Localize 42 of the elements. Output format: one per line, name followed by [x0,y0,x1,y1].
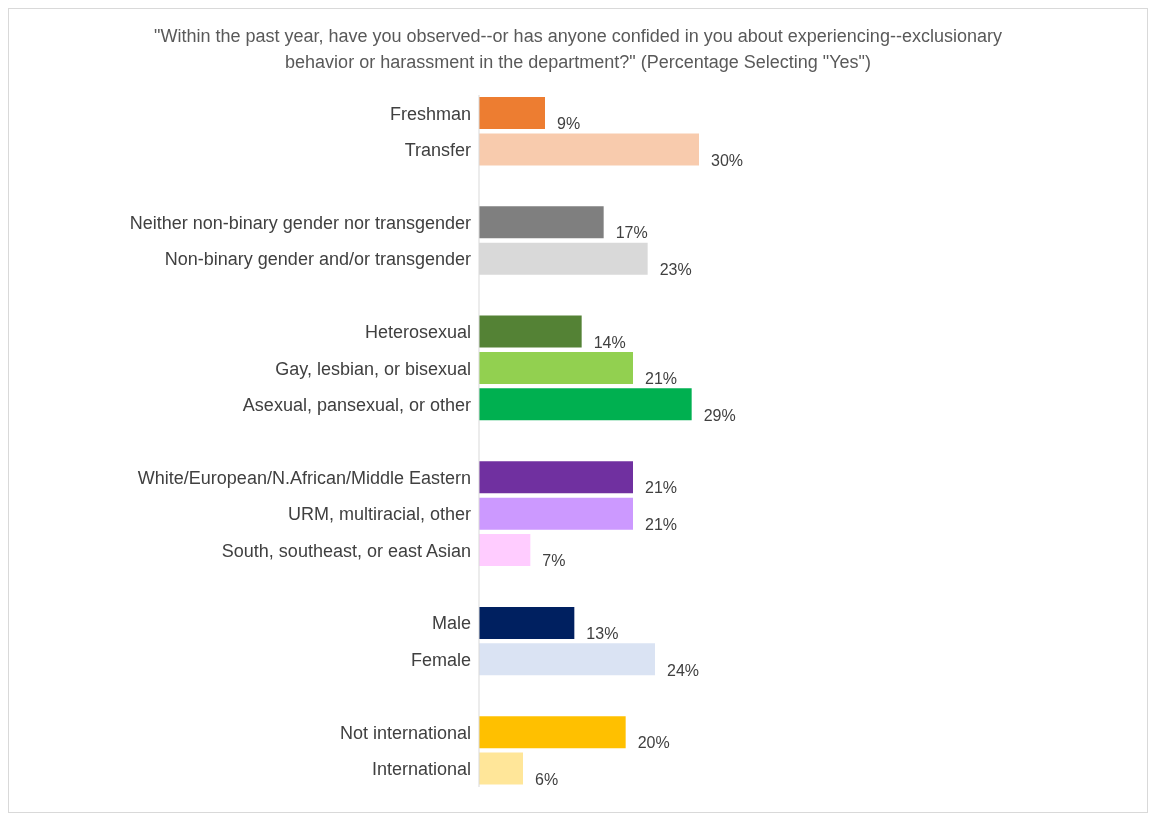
bar [479,133,699,166]
data-label: 21% [645,479,678,497]
bar [479,534,531,567]
bar [479,97,545,129]
y-tick-label: URM, multiracial, other [287,504,471,525]
bar [479,606,575,639]
data-label: 21% [645,370,678,388]
y-tick-label: Gay, lesbian, or bisexual [275,358,471,379]
bar [479,497,633,530]
bar [479,315,582,348]
y-tick-label: Female [410,649,471,670]
y-tick-label: Transfer [404,140,471,161]
bar [479,716,626,749]
bar [479,752,523,785]
bar [479,388,692,421]
y-tick-label: South, southeast, or east Asian [221,540,471,561]
y-tick-label: Male [431,613,471,634]
bar [479,206,604,239]
bar [479,351,633,384]
y-tick-label: Heterosexual [364,322,471,343]
bar [479,643,655,676]
data-label: 17% [615,224,648,242]
y-tick-label: Freshman [389,103,471,124]
data-label: 29% [703,406,736,424]
data-label: 14% [593,333,626,351]
data-label: 9% [557,115,581,133]
chart-title: "Within the past year, have you observed--or has anyone confided in you about experiencing--exclusionary behavior or harassment in the department?" (Percentage Selecting "Yes") [153,25,1003,74]
y-tick-label: International [371,759,471,780]
y-tick-label: Asexual, pansexual, or other [242,394,471,415]
data-label: 7% [542,552,566,570]
y-tick-label: White/European/N.African/Middle Eastern [137,467,471,488]
data-label: 24% [667,661,700,679]
y-tick-label: Not international [339,722,471,743]
data-label: 30% [711,151,744,169]
bar [479,461,633,494]
data-label: 21% [645,515,678,533]
data-label: 20% [637,734,670,752]
y-tick-label: Non-binary gender and/or transgender [164,249,471,270]
data-label: 13% [586,625,619,643]
data-label: 23% [659,260,692,278]
data-label: 6% [535,770,559,788]
y-tick-label: Neither non-binary gender nor transgender [129,212,471,233]
